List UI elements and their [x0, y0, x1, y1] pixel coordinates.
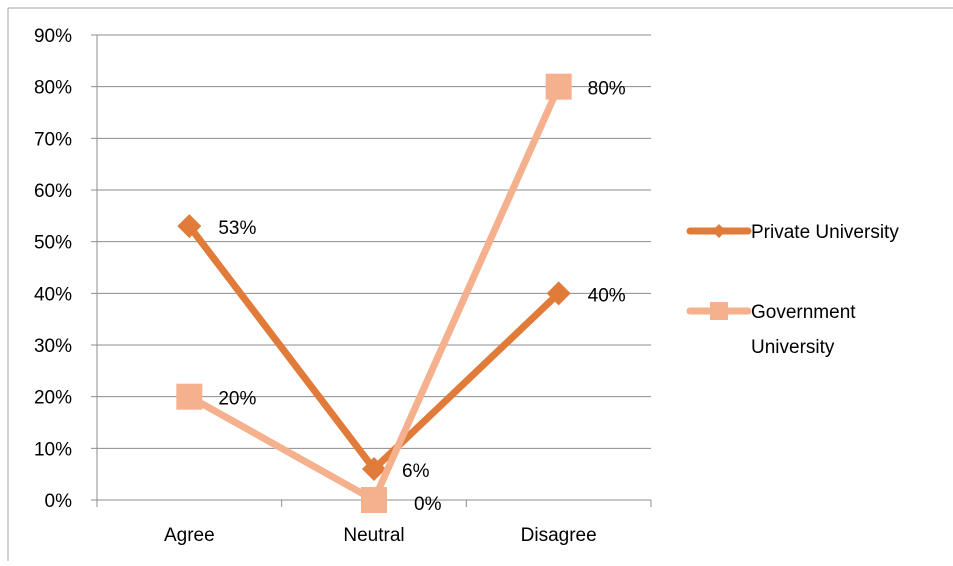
legend-label: Government — [751, 302, 856, 323]
legend-label: University — [751, 337, 835, 358]
data-label: 53% — [218, 218, 256, 239]
legend-swatch-marker — [710, 302, 728, 320]
data-point-marker — [546, 281, 571, 306]
y-tick-label: 60% — [34, 181, 72, 202]
y-tick-label: 30% — [34, 336, 72, 357]
y-tick-label: 50% — [34, 233, 72, 254]
series-line-private-university — [185, 222, 563, 473]
data-label: 6% — [402, 461, 430, 482]
data-label: 20% — [218, 389, 256, 410]
y-tick-label: 70% — [34, 129, 72, 150]
data-labels: 53% 6% 40% 20% 0% 80% — [218, 79, 625, 515]
data-point-marker — [361, 487, 387, 513]
x-category-label: Agree — [164, 525, 215, 546]
series-lines — [176, 73, 572, 513]
legend-swatch-marker — [712, 224, 726, 238]
data-point-marker — [177, 214, 202, 239]
x-category-label: Neutral — [343, 525, 404, 546]
data-point-marker — [176, 383, 203, 410]
data-label: 0% — [414, 494, 442, 515]
legend-label: Private University — [751, 222, 899, 243]
data-label: 40% — [588, 285, 626, 306]
data-point-marker — [545, 73, 572, 100]
data-point-marker — [362, 457, 386, 481]
y-tick-label: 20% — [34, 388, 72, 409]
x-category-label: Disagree — [521, 525, 597, 546]
y-tick-label: 0% — [45, 491, 73, 512]
axes: 0% 10% 20% 30% 40% 50% 60% 70% 80% 90% Agree Neutra… — [34, 26, 652, 546]
legend: Private University Government University — [686, 222, 899, 358]
y-tick-label: 40% — [34, 284, 72, 305]
data-label: 80% — [588, 79, 626, 100]
y-tick-label: 10% — [34, 439, 72, 460]
y-tick-label: 80% — [34, 78, 72, 99]
y-tick-label: 90% — [34, 26, 72, 47]
